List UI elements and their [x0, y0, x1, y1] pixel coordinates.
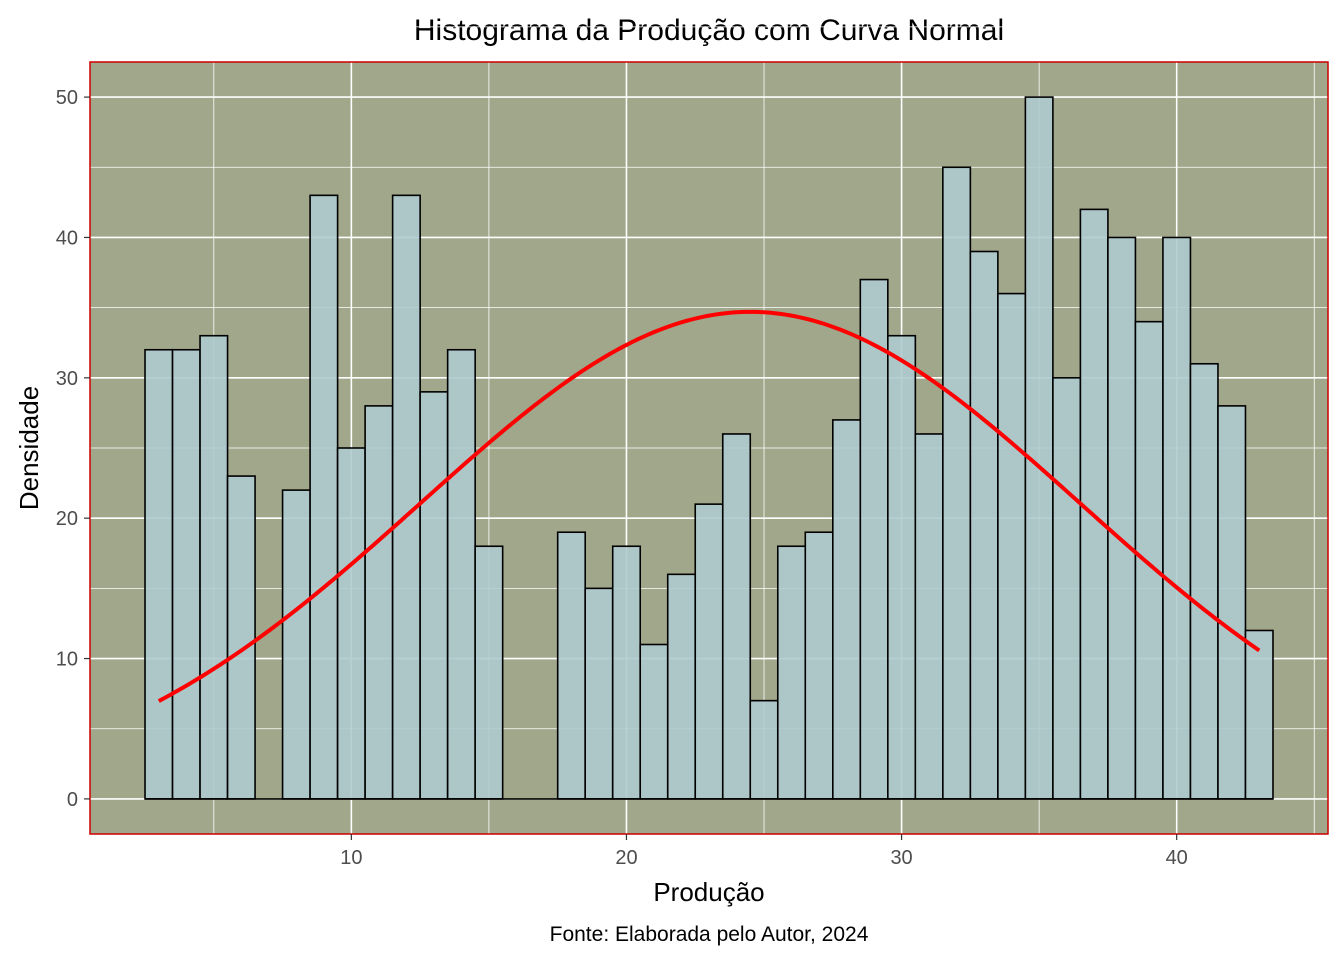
histogram-bar — [611, 545, 642, 800]
x-axis-ticks: 10 20 30 40 — [340, 834, 1188, 869]
histogram-bar — [1024, 96, 1054, 800]
histogram-bar — [859, 278, 889, 800]
histogram-bar — [997, 292, 1027, 800]
histogram-bar — [474, 545, 504, 800]
histogram-bar — [1244, 629, 1274, 800]
histogram-bar — [804, 531, 834, 800]
histogram-bar — [694, 503, 724, 800]
histogram-bar — [171, 348, 201, 800]
y-tick-label: 50 — [56, 87, 78, 109]
histogram-bar — [887, 334, 917, 800]
histogram-bars — [144, 96, 1274, 800]
histogram-bar — [1217, 405, 1247, 800]
histogram-bar — [1052, 377, 1082, 800]
y-axis-title: Densidade — [14, 386, 44, 510]
grid-minor-lines — [90, 26, 1328, 834]
x-axis-title: Produção — [653, 877, 764, 907]
histogram-bar — [666, 573, 697, 800]
x-tick-label: 40 — [1166, 847, 1188, 869]
histogram-bar — [584, 587, 614, 800]
x-tick-label: 10 — [340, 847, 362, 869]
y-tick-label: 10 — [56, 649, 78, 671]
histogram-bar — [1162, 236, 1192, 800]
histogram-bar — [391, 194, 421, 800]
y-tick-label: 20 — [56, 508, 78, 530]
x-tick-label: 30 — [890, 847, 912, 869]
histogram-bar — [969, 250, 999, 800]
histogram-bar — [364, 405, 394, 800]
histogram-bar — [309, 194, 339, 800]
histogram-bar — [446, 348, 476, 800]
plot-panel-border — [89, 61, 1329, 835]
histogram-bar — [721, 433, 752, 800]
histogram-bar — [556, 531, 587, 800]
histogram-bar — [1189, 362, 1219, 800]
chart-caption: Fonte: Elaborada pelo Autor, 2024 — [550, 923, 869, 946]
y-tick-label: 30 — [56, 368, 78, 390]
histogram-bar — [419, 391, 449, 800]
y-tick-label: 40 — [56, 227, 78, 249]
histogram-bar — [226, 475, 256, 800]
histogram-bar — [914, 433, 944, 800]
histogram-bar — [776, 545, 807, 800]
histogram-bar — [336, 447, 366, 800]
histogram-bar — [1134, 320, 1164, 800]
histogram-bar — [749, 699, 779, 800]
histogram-bar — [1107, 236, 1137, 800]
histogram-bar — [1079, 208, 1109, 800]
y-axis-ticks: 0 10 20 30 40 50 — [56, 87, 90, 811]
histogram-bar — [144, 348, 174, 800]
chart-title: Histograma da Produção com Curva Normal — [414, 14, 1004, 47]
normal-curve — [157, 309, 1261, 703]
histogram-bar — [199, 334, 229, 800]
histogram-bar — [281, 489, 311, 800]
histogram-bar — [942, 166, 972, 800]
histogram-bar — [831, 419, 862, 800]
y-tick-label: 0 — [67, 789, 78, 811]
x-tick-label: 20 — [615, 847, 637, 869]
histogram-bar — [639, 643, 669, 800]
